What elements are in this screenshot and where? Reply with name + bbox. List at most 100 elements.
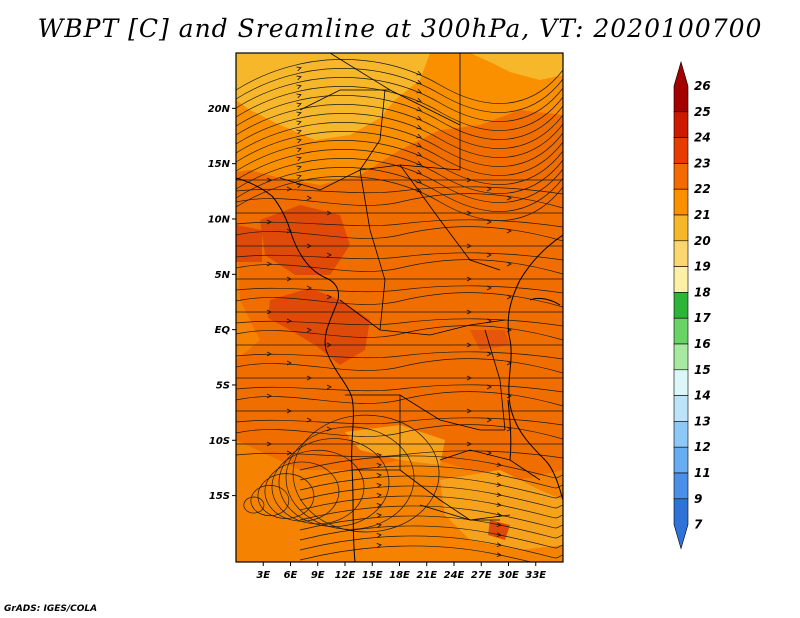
stream-arrow xyxy=(326,384,332,390)
colorbar-label: 17 xyxy=(694,311,711,325)
colorbar-label: 13 xyxy=(694,414,711,428)
stream-arrow xyxy=(416,124,422,130)
stream-arrow xyxy=(326,210,332,216)
border-8 xyxy=(339,299,506,336)
stream-arrow xyxy=(306,285,312,291)
stream-arrow xyxy=(266,219,272,225)
field-band-21 xyxy=(236,53,430,140)
stream-arrow xyxy=(296,93,302,99)
stream-arrow xyxy=(266,351,272,357)
lat-tick-label: 15N xyxy=(208,159,231,170)
colorbar-swatch xyxy=(673,111,689,138)
stream-arrow xyxy=(466,276,472,282)
streamline xyxy=(250,485,290,517)
stream-arrow xyxy=(496,492,502,498)
colorbar-label: 9 xyxy=(694,492,702,506)
lake-tanganyika xyxy=(507,399,512,461)
stream-arrow xyxy=(376,493,382,498)
stream-arrow xyxy=(376,463,382,468)
streamline xyxy=(236,59,563,104)
streamline xyxy=(236,167,563,212)
streamline xyxy=(299,515,563,539)
colorbar-swatch xyxy=(673,240,689,267)
stream-arrow xyxy=(376,543,382,548)
streamline xyxy=(236,325,563,341)
streamline xyxy=(299,545,533,562)
lon-tick-label: 15E xyxy=(362,570,383,581)
stream-arrow xyxy=(306,243,312,249)
stream-arrow xyxy=(376,453,382,458)
stream-arrow xyxy=(306,375,312,381)
streamline xyxy=(236,95,563,140)
stream-arrow xyxy=(306,327,312,333)
stream-arrow xyxy=(376,523,382,528)
lat-tick-label: 10N xyxy=(208,214,231,225)
stream-arrow xyxy=(416,160,422,166)
streamline xyxy=(236,122,563,167)
stream-arrow xyxy=(416,133,422,139)
stream-arrow xyxy=(506,294,512,300)
streamline xyxy=(236,252,563,261)
streamline xyxy=(236,193,563,209)
lon-tick-label: 3E xyxy=(256,570,270,581)
stream-arrow xyxy=(376,503,382,508)
colorbar-label: 14 xyxy=(694,389,711,403)
stream-arrow xyxy=(506,426,512,432)
stream-arrow xyxy=(326,426,332,432)
streamline xyxy=(299,535,563,559)
stream-arrow xyxy=(296,147,302,153)
streamline xyxy=(236,186,563,195)
streamline xyxy=(236,140,563,185)
stream-arrow xyxy=(496,552,502,558)
grads-credit: GrADS: IGES/COLA xyxy=(4,604,98,614)
streamline xyxy=(236,384,563,393)
stream-arrow xyxy=(306,417,312,423)
stream-arrow xyxy=(296,102,302,108)
colorbar-swatch xyxy=(673,317,689,345)
stream-arrow xyxy=(496,472,502,478)
field-core-24-c xyxy=(236,225,262,262)
lake-victoria xyxy=(529,297,561,306)
stream-arrow xyxy=(466,342,472,348)
border-3 xyxy=(359,89,386,171)
field-band-21-mid xyxy=(345,425,445,465)
colorbar-label: 12 xyxy=(694,440,711,454)
colorbar-label: 11 xyxy=(694,466,711,480)
lon-tick-label: 30E xyxy=(498,570,519,581)
stream-arrow xyxy=(466,177,472,183)
colorbar-label: 18 xyxy=(694,285,711,299)
colorbar-swatch xyxy=(673,292,689,319)
colorbar-swatch xyxy=(673,395,689,422)
country-borders xyxy=(279,53,541,521)
stream-arrow xyxy=(296,84,302,90)
streamline xyxy=(292,414,440,533)
stream-arrow xyxy=(506,393,512,399)
stream-arrow xyxy=(496,542,502,548)
colorbar-swatch xyxy=(673,188,689,216)
colorbar-label: 24 xyxy=(694,131,711,145)
stream-arrow xyxy=(266,393,272,399)
stream-arrow xyxy=(296,75,302,81)
colorbar-swatch xyxy=(673,446,689,474)
streamline xyxy=(299,465,563,489)
stream-arrow xyxy=(296,174,302,180)
colorbar-label: 7 xyxy=(694,518,703,532)
stream-arrow xyxy=(286,276,292,282)
stream-arrow xyxy=(286,186,292,192)
stream-arrow xyxy=(266,261,272,267)
stream-arrow xyxy=(306,195,312,201)
stream-arrow xyxy=(416,169,422,175)
coastlines xyxy=(236,177,563,562)
streamline xyxy=(236,285,563,294)
stream-arrow xyxy=(496,462,502,468)
border-7 xyxy=(399,164,501,271)
streamline xyxy=(236,226,563,242)
stream-arrow xyxy=(326,342,332,348)
stream-arrow xyxy=(486,186,492,192)
stream-arrow xyxy=(416,115,422,121)
colorbar-label: 16 xyxy=(694,337,711,351)
border-14 xyxy=(484,329,506,431)
stream-arrow xyxy=(416,79,422,85)
stream-arrow xyxy=(486,384,492,390)
stream-arrow xyxy=(286,360,292,366)
